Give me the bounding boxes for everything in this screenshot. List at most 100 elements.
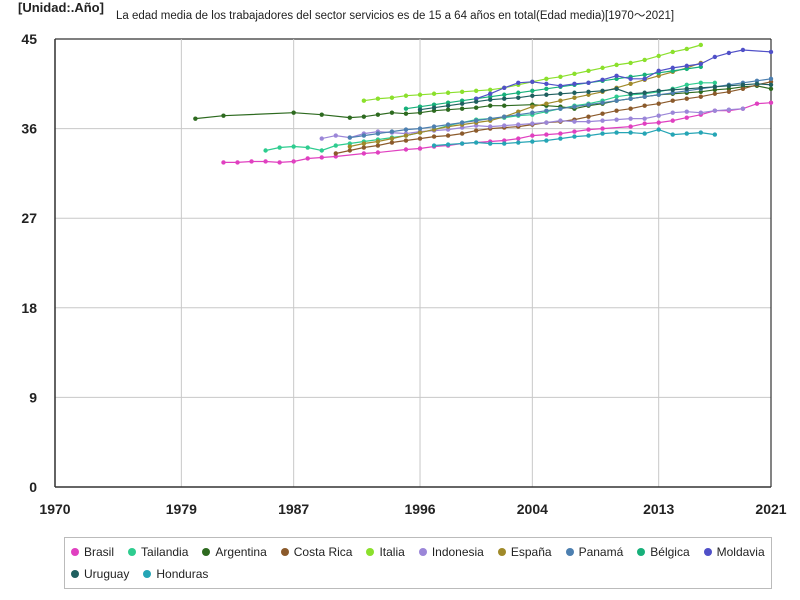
data-point xyxy=(684,86,689,91)
data-point xyxy=(642,76,647,82)
data-point xyxy=(445,142,451,147)
legend-marker-icon xyxy=(128,548,137,556)
data-point xyxy=(445,122,451,127)
data-point xyxy=(445,133,451,138)
data-point xyxy=(544,120,549,125)
data-point xyxy=(544,92,549,97)
data-point xyxy=(586,89,591,94)
data-point xyxy=(263,159,268,164)
data-point xyxy=(712,54,718,60)
series-moldavia xyxy=(473,47,774,101)
data-point xyxy=(656,92,661,97)
data-point xyxy=(726,107,732,112)
x-tick-label: 2013 xyxy=(643,501,674,517)
data-point xyxy=(642,116,647,121)
data-point xyxy=(544,101,549,106)
data-point xyxy=(600,77,605,83)
x-tick-label: 2004 xyxy=(517,501,548,517)
data-point xyxy=(572,71,577,77)
data-point xyxy=(600,131,605,136)
data-point xyxy=(586,68,591,74)
data-point xyxy=(530,133,535,138)
data-point xyxy=(600,111,605,116)
data-point xyxy=(628,60,633,66)
data-point xyxy=(530,79,535,85)
data-point xyxy=(516,80,521,86)
y-tick-label: 18 xyxy=(21,300,37,316)
data-point xyxy=(572,104,577,109)
x-tick-label: 1987 xyxy=(278,501,309,517)
data-point xyxy=(516,95,521,100)
data-point xyxy=(656,68,661,74)
data-point xyxy=(347,115,353,120)
data-point xyxy=(361,98,367,103)
series-line xyxy=(335,81,772,155)
data-point xyxy=(403,147,409,152)
data-point xyxy=(614,62,619,68)
data-point xyxy=(670,98,675,103)
data-point xyxy=(417,130,423,135)
data-point xyxy=(403,111,409,116)
data-point xyxy=(403,127,409,132)
legend-marker-icon xyxy=(143,570,152,578)
data-point xyxy=(712,108,718,113)
data-point xyxy=(614,108,619,113)
legend-marker-icon xyxy=(280,548,289,556)
data-point xyxy=(417,136,423,141)
series-uruguay xyxy=(417,81,774,112)
data-point xyxy=(375,143,381,148)
legend-label: Italia xyxy=(379,545,405,559)
data-point xyxy=(726,83,732,88)
data-point xyxy=(333,143,338,148)
data-point xyxy=(488,97,493,102)
data-point xyxy=(516,90,521,95)
legend-marker-icon xyxy=(71,548,79,556)
series-line xyxy=(349,62,702,148)
data-point xyxy=(361,141,367,146)
data-point xyxy=(558,91,563,96)
data-point xyxy=(698,94,704,99)
data-point xyxy=(488,103,493,108)
data-point xyxy=(572,90,577,95)
legend-marker-icon xyxy=(703,548,712,556)
data-point xyxy=(670,118,675,123)
data-point xyxy=(375,112,381,117)
data-point xyxy=(375,96,381,101)
data-point xyxy=(445,107,451,112)
data-point xyxy=(488,87,493,92)
data-point xyxy=(614,117,619,122)
data-point xyxy=(305,145,310,150)
data-point xyxy=(628,81,633,87)
data-point xyxy=(417,126,423,131)
data-point xyxy=(670,49,675,55)
legend-label: Indonesia xyxy=(431,545,484,559)
data-point xyxy=(502,96,507,101)
data-point xyxy=(726,50,732,56)
legend-label: España xyxy=(510,545,552,559)
data-point xyxy=(361,114,367,119)
data-point xyxy=(445,103,451,108)
series-line xyxy=(405,66,701,110)
data-point xyxy=(291,144,296,149)
data-point xyxy=(586,119,591,124)
data-point xyxy=(459,131,465,136)
data-point xyxy=(459,141,465,146)
data-point xyxy=(670,87,675,92)
legend-marker-icon xyxy=(637,548,646,556)
legend-item: Honduras xyxy=(143,567,208,581)
data-point xyxy=(712,91,718,96)
legend-label: Honduras xyxy=(156,567,209,581)
data-point xyxy=(670,65,675,71)
data-point xyxy=(544,86,549,91)
data-point xyxy=(544,108,549,113)
data-point xyxy=(698,80,704,86)
data-point xyxy=(221,160,226,165)
data-point xyxy=(544,76,549,82)
data-point xyxy=(333,151,338,156)
data-point xyxy=(361,151,367,156)
data-point xyxy=(502,141,507,146)
legend-item: Costa Rica xyxy=(280,545,352,559)
data-point xyxy=(628,124,633,129)
data-point xyxy=(530,110,535,115)
